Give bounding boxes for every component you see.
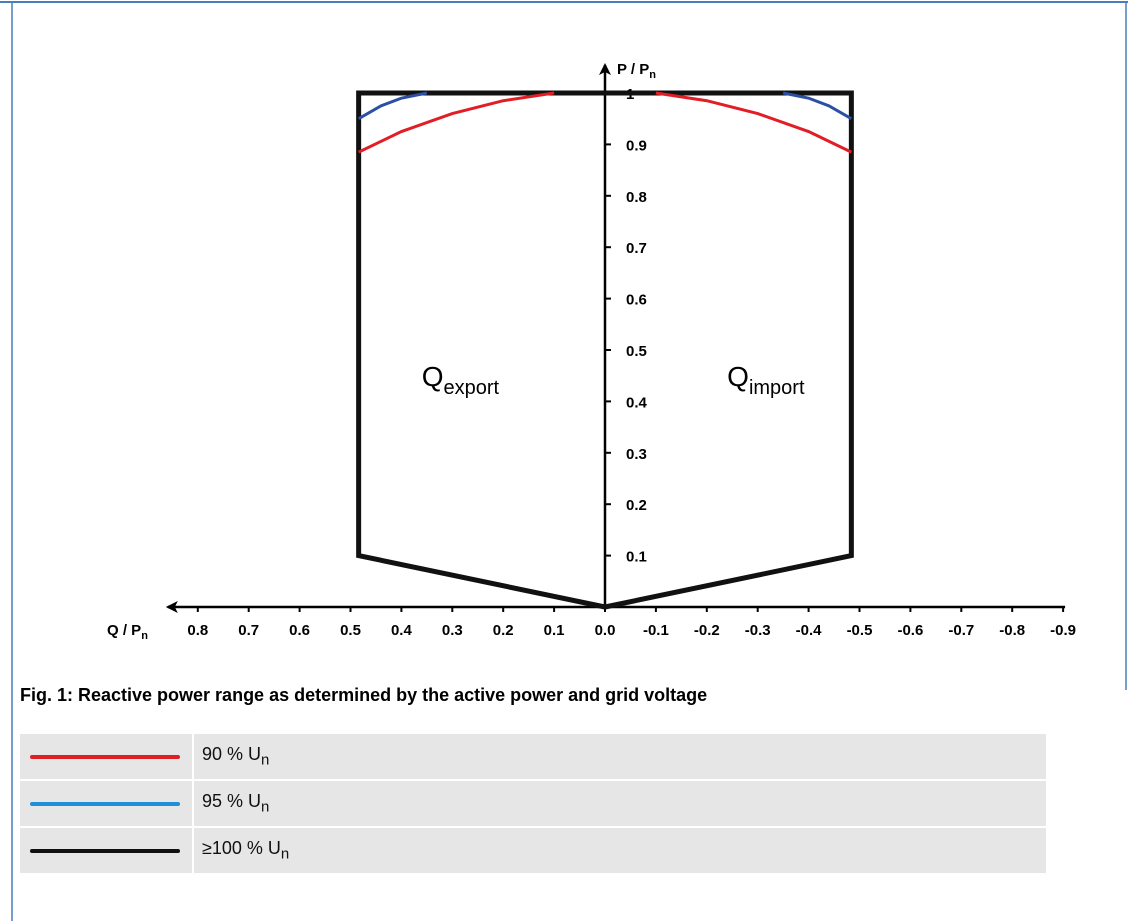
series-line: [356, 90, 854, 610]
legend-label-90: 90 % Un: [193, 734, 1046, 781]
legend-row-100: ≥100 % Un: [20, 827, 1046, 875]
x-tick-label: 0.2: [493, 622, 514, 639]
x-tick-label: 0.8: [187, 622, 208, 639]
legend-swatch-red: [30, 754, 180, 759]
legend-swatch-cell: [20, 827, 194, 875]
x-tick-label: -0.5: [847, 622, 873, 639]
x-tick-label: -0.1: [643, 622, 669, 639]
region-label: Qimport: [727, 361, 805, 399]
x-tick-label: 0.7: [238, 622, 259, 639]
y-axis-arrow: [599, 63, 611, 75]
legend-table: 90 % Un 95 % Un ≥100 % Un: [20, 734, 1046, 875]
legend-row-95: 95 % Un: [20, 780, 1046, 828]
region-label: Qexport: [422, 361, 500, 399]
x-tick-label: -0.8: [999, 622, 1025, 639]
y-tick-label: 0.5: [626, 343, 647, 360]
legend-row-90: 90 % Un: [20, 734, 1046, 781]
x-tick-label: -0.2: [694, 622, 720, 639]
y-tick-label: 0.6: [626, 292, 647, 309]
x-tick-label: 0.0: [595, 622, 616, 639]
x-tick-label: -0.9: [1050, 622, 1076, 639]
x-tick-label: -0.6: [897, 622, 923, 639]
series-line: [357, 91, 555, 154]
y-axis-label: P / Pn: [617, 61, 656, 81]
series-line: [782, 91, 853, 121]
legend-swatch-cell: [20, 780, 194, 828]
y-tick-label: 0.7: [626, 240, 647, 257]
x-tick-label: 0.4: [391, 622, 413, 639]
x-tick-label: 0.3: [442, 622, 463, 639]
x-tick-label: -0.3: [745, 622, 771, 639]
y-tick-label: 0.2: [626, 497, 647, 514]
legend-label-sub: n: [261, 751, 270, 769]
x-tick-label: -0.4: [796, 622, 823, 639]
figure-caption: Fig. 1: Reactive power range as determin…: [20, 685, 708, 705]
x-axis-arrow: [165, 601, 178, 613]
legend-label-text: 90 % U: [202, 744, 262, 765]
x-axis-label: Q / Pn: [107, 622, 148, 642]
x-tick-label: 0.6: [289, 622, 310, 639]
x-tick-label: -0.7: [948, 622, 974, 639]
x-tick-label: 0.1: [544, 622, 565, 639]
legend-label-95: 95 % Un: [193, 780, 1046, 828]
legend-swatch-blue: [30, 801, 180, 806]
y-tick-label: 0.1: [626, 549, 647, 566]
x-tick-label: 0.5: [340, 622, 361, 639]
y-tick-label: 0.4: [626, 394, 648, 411]
legend-swatch-black: [30, 848, 180, 853]
legend-label-sub: n: [280, 845, 290, 863]
y-tick-label: 0.9: [626, 137, 647, 154]
y-tick-label: 0.8: [626, 189, 647, 206]
legend-label-sub: n: [261, 798, 270, 816]
legend-label-text: 95 % U: [202, 791, 262, 812]
legend-swatch-cell: [20, 734, 194, 781]
series-line: [655, 91, 853, 154]
legend-label-100: ≥100 % Un: [193, 827, 1046, 875]
y-tick-label: 0.3: [626, 446, 647, 463]
series-line: [357, 91, 428, 121]
legend-label-text: ≥100 % U: [202, 838, 281, 859]
reactive-power-chart: 0.8 0.7 0.6 0.5 0.4 0.3 0.2 0.1 0.0 -0.1 -0.2 -0.3 -…: [107, 61, 1076, 642]
